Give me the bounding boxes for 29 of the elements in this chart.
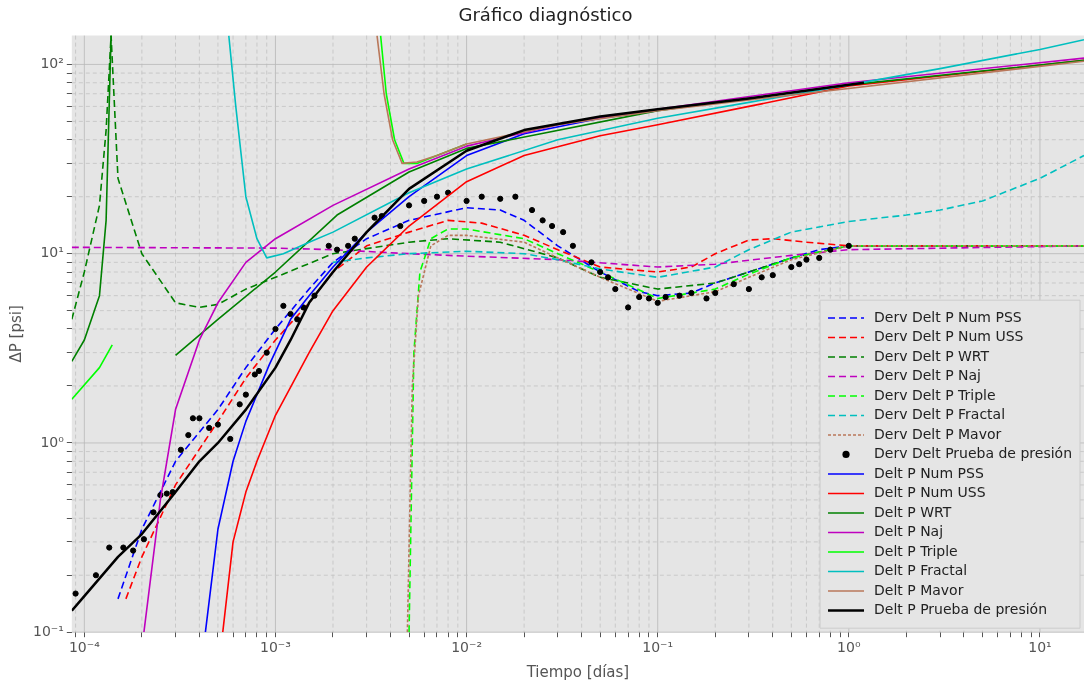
legend-label: Delt P Num PSS [874, 464, 984, 481]
y-tick-label: 10⁻¹ [32, 622, 64, 639]
legend-label: Delt P Prueba de presión [874, 601, 1048, 618]
legend-label: Delt P WRT [874, 503, 952, 520]
y-axis-title: ΔP [psi] [6, 305, 25, 363]
y-tick-label: 10¹ [40, 244, 64, 261]
x-tick-label: 10⁻⁴ [68, 639, 101, 656]
x-tick-label: 10⁻¹ [642, 639, 674, 656]
legend-label: Delt P Fractal [874, 562, 968, 579]
legend-label: Derv Delt P WRT [874, 347, 990, 364]
legend-label: Delt P Num USS [874, 484, 986, 501]
legend-label: Delt P Triple [874, 542, 958, 559]
legend-label: Derv Delt P Num USS [874, 328, 1024, 345]
legend-label: Derv Delt Prueba de presión [874, 445, 1072, 462]
legend-label: Derv Delt P Fractal [874, 406, 1006, 423]
chart-title: Gráfico diagnóstico [458, 4, 633, 26]
y-tick-label: 10⁰ [40, 433, 65, 450]
legend-label: Derv Delt P Num PSS [874, 308, 1022, 325]
legend-label: Delt P Naj [874, 523, 944, 540]
x-tick-label: 10¹ [1028, 639, 1052, 656]
x-tick-label: 10⁻³ [260, 639, 291, 656]
legend-label: Derv Delt P Naj [874, 367, 981, 384]
x-axis-title: Tiempo [días] [525, 662, 630, 681]
x-tick-label: 10⁻² [451, 639, 482, 656]
y-tick-label: 10² [40, 55, 64, 72]
legend-label: Derv Delt P Triple [874, 386, 996, 403]
legend-label: Derv Delt P Mavor [874, 425, 1002, 442]
x-tick-label: 10⁰ [837, 639, 861, 656]
legend-label: Delt P Mavor [874, 581, 964, 598]
